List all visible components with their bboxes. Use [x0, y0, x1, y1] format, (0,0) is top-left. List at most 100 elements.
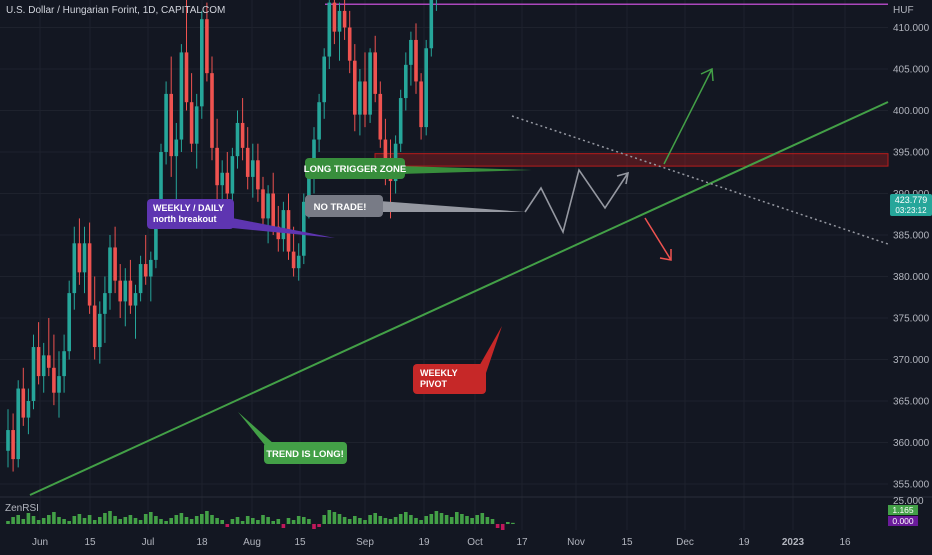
- bullish-arrow[interactable]: [663, 68, 713, 165]
- candle[interactable]: [6, 409, 10, 468]
- candle[interactable]: [215, 118, 219, 202]
- candle[interactable]: [296, 243, 301, 281]
- candle[interactable]: [133, 284, 138, 339]
- candle[interactable]: [31, 334, 36, 410]
- weekly-pivot-connector: [478, 326, 502, 373]
- symbol-title[interactable]: U.S. Dollar / Hungarian Forint, 1D, CAPI…: [6, 5, 225, 16]
- candle[interactable]: [138, 255, 143, 302]
- candle[interactable]: [128, 259, 133, 314]
- candle[interactable]: [317, 93, 321, 152]
- candle[interactable]: [342, 0, 347, 40]
- candle[interactable]: [164, 81, 168, 165]
- candle[interactable]: [77, 218, 82, 285]
- candle[interactable]: [261, 176, 265, 231]
- candle[interactable]: [363, 52, 367, 128]
- rsi-bar: [414, 518, 418, 524]
- candle[interactable]: [266, 185, 270, 244]
- candle[interactable]: [143, 235, 148, 285]
- candle[interactable]: [404, 52, 408, 111]
- candle-body: [200, 19, 204, 107]
- candle[interactable]: [373, 35, 377, 103]
- no-trade-label[interactable]: NO TRADE!: [305, 195, 383, 217]
- candle[interactable]: [281, 201, 286, 252]
- candle[interactable]: [87, 222, 92, 314]
- candle[interactable]: [210, 56, 214, 161]
- indicator-name[interactable]: ZenRSI: [5, 503, 39, 514]
- candle[interactable]: [322, 48, 326, 119]
- candle[interactable]: [225, 152, 230, 202]
- candle[interactable]: [52, 334, 56, 406]
- candle[interactable]: [72, 226, 77, 310]
- candle[interactable]: [419, 73, 423, 140]
- rsi-bar: [169, 518, 173, 524]
- candle[interactable]: [240, 98, 245, 161]
- candle[interactable]: [26, 388, 31, 435]
- long-trigger-label[interactable]: LONG TRIGGER ZONE: [304, 158, 406, 179]
- candle[interactable]: [414, 23, 418, 94]
- candle[interactable]: [200, 10, 204, 119]
- candle[interactable]: [67, 280, 71, 360]
- candle[interactable]: [424, 39, 428, 136]
- candle[interactable]: [230, 147, 235, 206]
- candle[interactable]: [347, 10, 352, 74]
- candle[interactable]: [47, 318, 51, 377]
- candle[interactable]: [291, 226, 296, 277]
- candle[interactable]: [302, 193, 306, 265]
- candle[interactable]: [57, 351, 61, 418]
- zenrsi-histogram[interactable]: [6, 510, 515, 530]
- weekly-daily-label[interactable]: WEEKLY / DAILY north breakout: [147, 199, 234, 229]
- candle[interactable]: [332, 0, 337, 45]
- candle[interactable]: [41, 342, 46, 393]
- candle[interactable]: [113, 226, 117, 294]
- candle[interactable]: [11, 413, 15, 472]
- candle[interactable]: [205, 2, 209, 82]
- candle[interactable]: [409, 31, 413, 86]
- candle[interactable]: [108, 235, 112, 310]
- candle[interactable]: [378, 81, 383, 148]
- candle[interactable]: [169, 56, 173, 177]
- candle[interactable]: [118, 264, 122, 318]
- candle[interactable]: [123, 268, 128, 327]
- candle-body: [414, 39, 418, 82]
- candle[interactable]: [174, 122, 179, 202]
- candle[interactable]: [103, 276, 107, 343]
- bearish-arrow[interactable]: [644, 217, 672, 261]
- candle[interactable]: [429, 0, 434, 57]
- candle-body: [82, 243, 87, 273]
- forecast-zigzag[interactable]: [524, 168, 629, 235]
- candle[interactable]: [179, 44, 184, 152]
- trend-long-label[interactable]: TREND IS LONG!: [264, 442, 347, 464]
- candle[interactable]: [368, 48, 372, 123]
- candle[interactable]: [398, 89, 403, 152]
- candle[interactable]: [36, 322, 41, 385]
- candle[interactable]: [251, 143, 255, 198]
- trend-line[interactable]: [29, 101, 889, 496]
- indicator-value-badge: 1.165: [888, 505, 918, 515]
- candle[interactable]: [256, 143, 260, 202]
- weekly-pivot-label[interactable]: WEEKLY PIVOT: [413, 364, 486, 394]
- rsi-bar: [495, 524, 500, 528]
- candle[interactable]: [62, 334, 66, 393]
- candle[interactable]: [149, 251, 153, 302]
- candle[interactable]: [184, 0, 189, 111]
- candle[interactable]: [189, 73, 194, 152]
- candle[interactable]: [245, 127, 250, 190]
- candle[interactable]: [235, 110, 240, 169]
- long-trigger-text: LONG TRIGGER ZONE: [304, 164, 406, 175]
- candle[interactable]: [327, 0, 332, 69]
- candle[interactable]: [358, 69, 362, 136]
- candle[interactable]: [337, 2, 342, 61]
- candle[interactable]: [98, 301, 102, 364]
- candle[interactable]: [194, 93, 199, 169]
- candle[interactable]: [82, 226, 87, 294]
- candle[interactable]: [16, 380, 20, 468]
- candle[interactable]: [353, 44, 357, 132]
- candle[interactable]: [92, 276, 97, 360]
- weekly-pivot-zone[interactable]: [374, 153, 889, 167]
- candle[interactable]: [271, 172, 275, 235]
- candle-body: [261, 189, 265, 219]
- dotted-resistance-line[interactable]: [511, 115, 889, 245]
- rsi-bar: [62, 519, 66, 524]
- candle[interactable]: [21, 367, 26, 426]
